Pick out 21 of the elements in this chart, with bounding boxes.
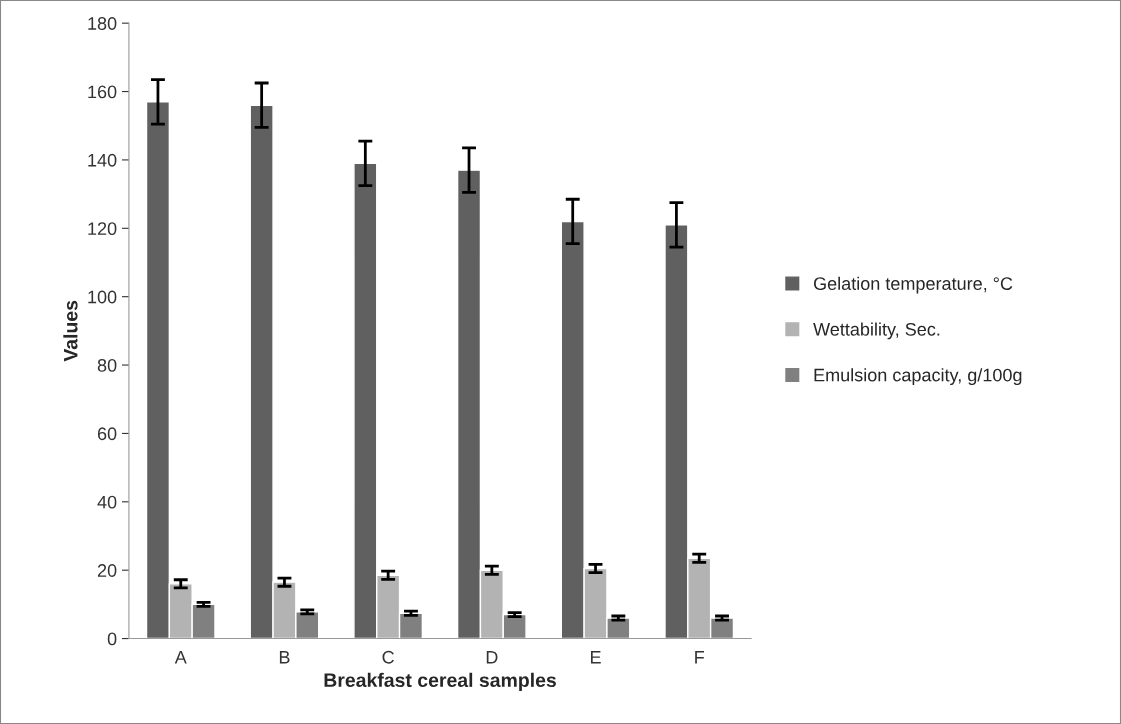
y-tick-label: 0: [107, 632, 117, 646]
y-tick-label: 80: [97, 358, 117, 372]
y-tick-label: 160: [88, 85, 117, 99]
x-tick-label: F: [695, 651, 705, 664]
legend-label: Gelation temperature, °C: [813, 276, 1013, 294]
legend-label: Emulsion capacity, g/100g: [814, 368, 1022, 385]
y-tick-label: 120: [88, 222, 117, 236]
legend-label: Wettability, Sec.: [813, 322, 940, 340]
y-tick-label: 180: [88, 17, 117, 30]
y-tick-label: 20: [97, 564, 117, 577]
x-tick-label: B: [279, 651, 290, 664]
y-tick-label: 60: [97, 427, 117, 441]
x-tick-label: E: [590, 651, 601, 664]
x-tick-label: A: [174, 651, 187, 664]
x-tick-label: C: [382, 650, 394, 664]
y-axis-title: Values: [63, 300, 78, 362]
y-tick-label: 140: [88, 153, 117, 167]
x-tick-label: D: [486, 651, 498, 664]
y-tick-label: 100: [88, 290, 117, 304]
y-tick-label: 40: [97, 495, 117, 509]
x-axis-title: Breakfast cereal samples: [324, 672, 556, 691]
